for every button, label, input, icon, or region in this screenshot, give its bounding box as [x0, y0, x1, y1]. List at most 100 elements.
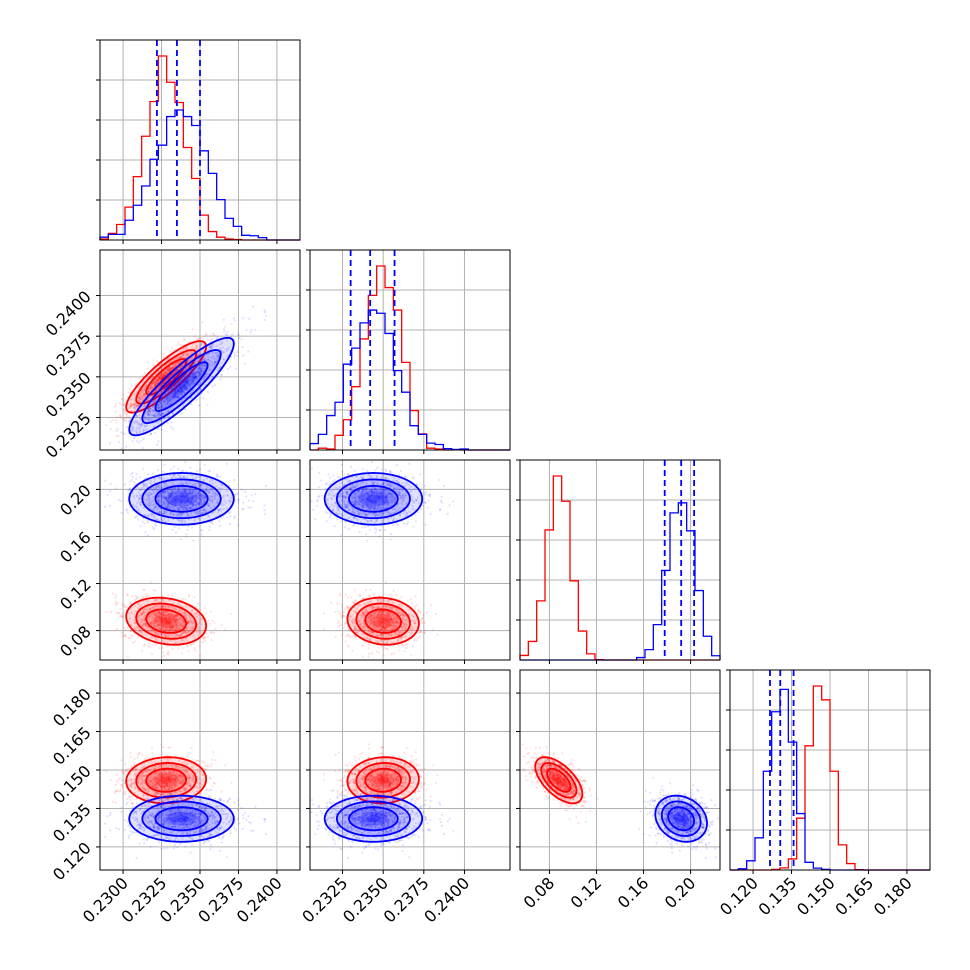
scatter-point — [132, 436, 135, 439]
scatter-point — [146, 417, 149, 420]
scatter-point — [184, 382, 187, 385]
scatter-point — [182, 404, 185, 407]
scatter-point — [194, 377, 197, 380]
scatter-point — [163, 400, 166, 403]
scatter-point — [186, 348, 189, 351]
scatter-point — [141, 613, 144, 616]
scatter-point — [168, 402, 172, 405]
scatter-point — [114, 418, 117, 422]
scatter-point — [123, 417, 126, 420]
scatter-point — [138, 629, 141, 632]
scatter-point — [170, 620, 174, 623]
scatter-point — [175, 357, 178, 360]
density-fill — [129, 337, 234, 436]
scatter-point — [230, 612, 233, 616]
scatter-point — [138, 397, 142, 400]
scatter-point — [197, 377, 200, 380]
scatter-point — [141, 520, 144, 523]
scatter-point — [134, 404, 137, 408]
scatter-point — [149, 386, 152, 389]
scatter-point — [192, 379, 196, 382]
scatter-point — [220, 374, 223, 377]
scatter-point — [172, 397, 175, 400]
scatter-point — [167, 613, 170, 616]
scatter-point — [186, 528, 189, 531]
scatter-point — [147, 410, 150, 413]
scatter-point — [201, 369, 204, 373]
scatter-point — [190, 382, 193, 385]
scatter-point — [190, 380, 194, 383]
scatter-point — [156, 427, 159, 431]
scatter-point — [152, 607, 155, 610]
scatter-point — [140, 395, 143, 399]
scatter-point — [160, 413, 163, 416]
scatter-point — [216, 369, 219, 372]
scatter-point — [210, 639, 213, 642]
scatter-point — [172, 395, 176, 398]
scatter-point — [208, 346, 211, 349]
scatter-point — [141, 406, 144, 409]
scatter-point — [141, 422, 144, 426]
scatter-point — [143, 392, 146, 396]
scatter-point — [199, 608, 202, 612]
scatter-point — [211, 619, 214, 622]
scatter-point — [163, 629, 166, 632]
scatter-point — [160, 616, 164, 620]
scatter-point — [191, 526, 194, 529]
scatter-point — [147, 408, 150, 412]
scatter-point — [168, 605, 171, 609]
scatter-point — [214, 361, 217, 364]
scatter-point — [184, 386, 187, 389]
scatter-point — [220, 340, 223, 343]
scatter-point — [187, 621, 190, 624]
scatter-point — [173, 526, 176, 529]
scatter-point — [153, 399, 156, 402]
scatter-point — [129, 480, 132, 483]
scatter-point — [199, 388, 203, 391]
scatter-point — [175, 619, 178, 622]
scatter-point — [126, 655, 129, 658]
scatter-point — [181, 355, 184, 358]
scatter-point — [198, 630, 202, 633]
scatter-point — [165, 400, 169, 403]
scatter-point — [134, 403, 137, 406]
scatter-point — [382, 667, 384, 669]
scatter-point — [144, 624, 147, 627]
scatter-point — [123, 603, 126, 606]
histogram-panel-1 — [306, 249, 511, 454]
scatter-point — [193, 377, 196, 380]
scatter-point — [148, 390, 151, 393]
scatter-point — [179, 356, 182, 359]
scatter-point — [164, 610, 167, 613]
scatter-point — [157, 406, 160, 409]
scatter-point — [162, 604, 165, 608]
scatter-point — [186, 387, 189, 390]
scatter-point — [199, 344, 202, 347]
scatter-point — [191, 351, 194, 354]
scatter-point — [193, 377, 196, 380]
scatter-point — [199, 381, 202, 384]
scatter-point — [156, 624, 159, 627]
scatter-point — [115, 602, 118, 605]
scatter-point — [176, 393, 179, 396]
scatter-point — [157, 406, 160, 409]
scatter-point — [167, 399, 171, 402]
scatter-point — [196, 602, 200, 605]
scatter-point — [202, 358, 206, 361]
scatter-point — [142, 588, 145, 591]
scatter-point — [138, 393, 141, 396]
scatter-point — [203, 356, 206, 359]
scatter-point — [122, 403, 125, 407]
scatter-point — [198, 367, 201, 370]
scatter-point — [180, 623, 183, 627]
scatter-point — [193, 379, 196, 382]
scatter-point — [168, 625, 171, 628]
scatter-point — [160, 605, 163, 608]
scatter-point — [155, 611, 159, 614]
scatter-point — [179, 386, 182, 389]
scatter-point — [193, 361, 196, 365]
scatter-point — [213, 631, 216, 634]
scatter-point — [196, 469, 199, 473]
scatter-point — [158, 406, 161, 409]
scatter-point — [162, 374, 165, 377]
